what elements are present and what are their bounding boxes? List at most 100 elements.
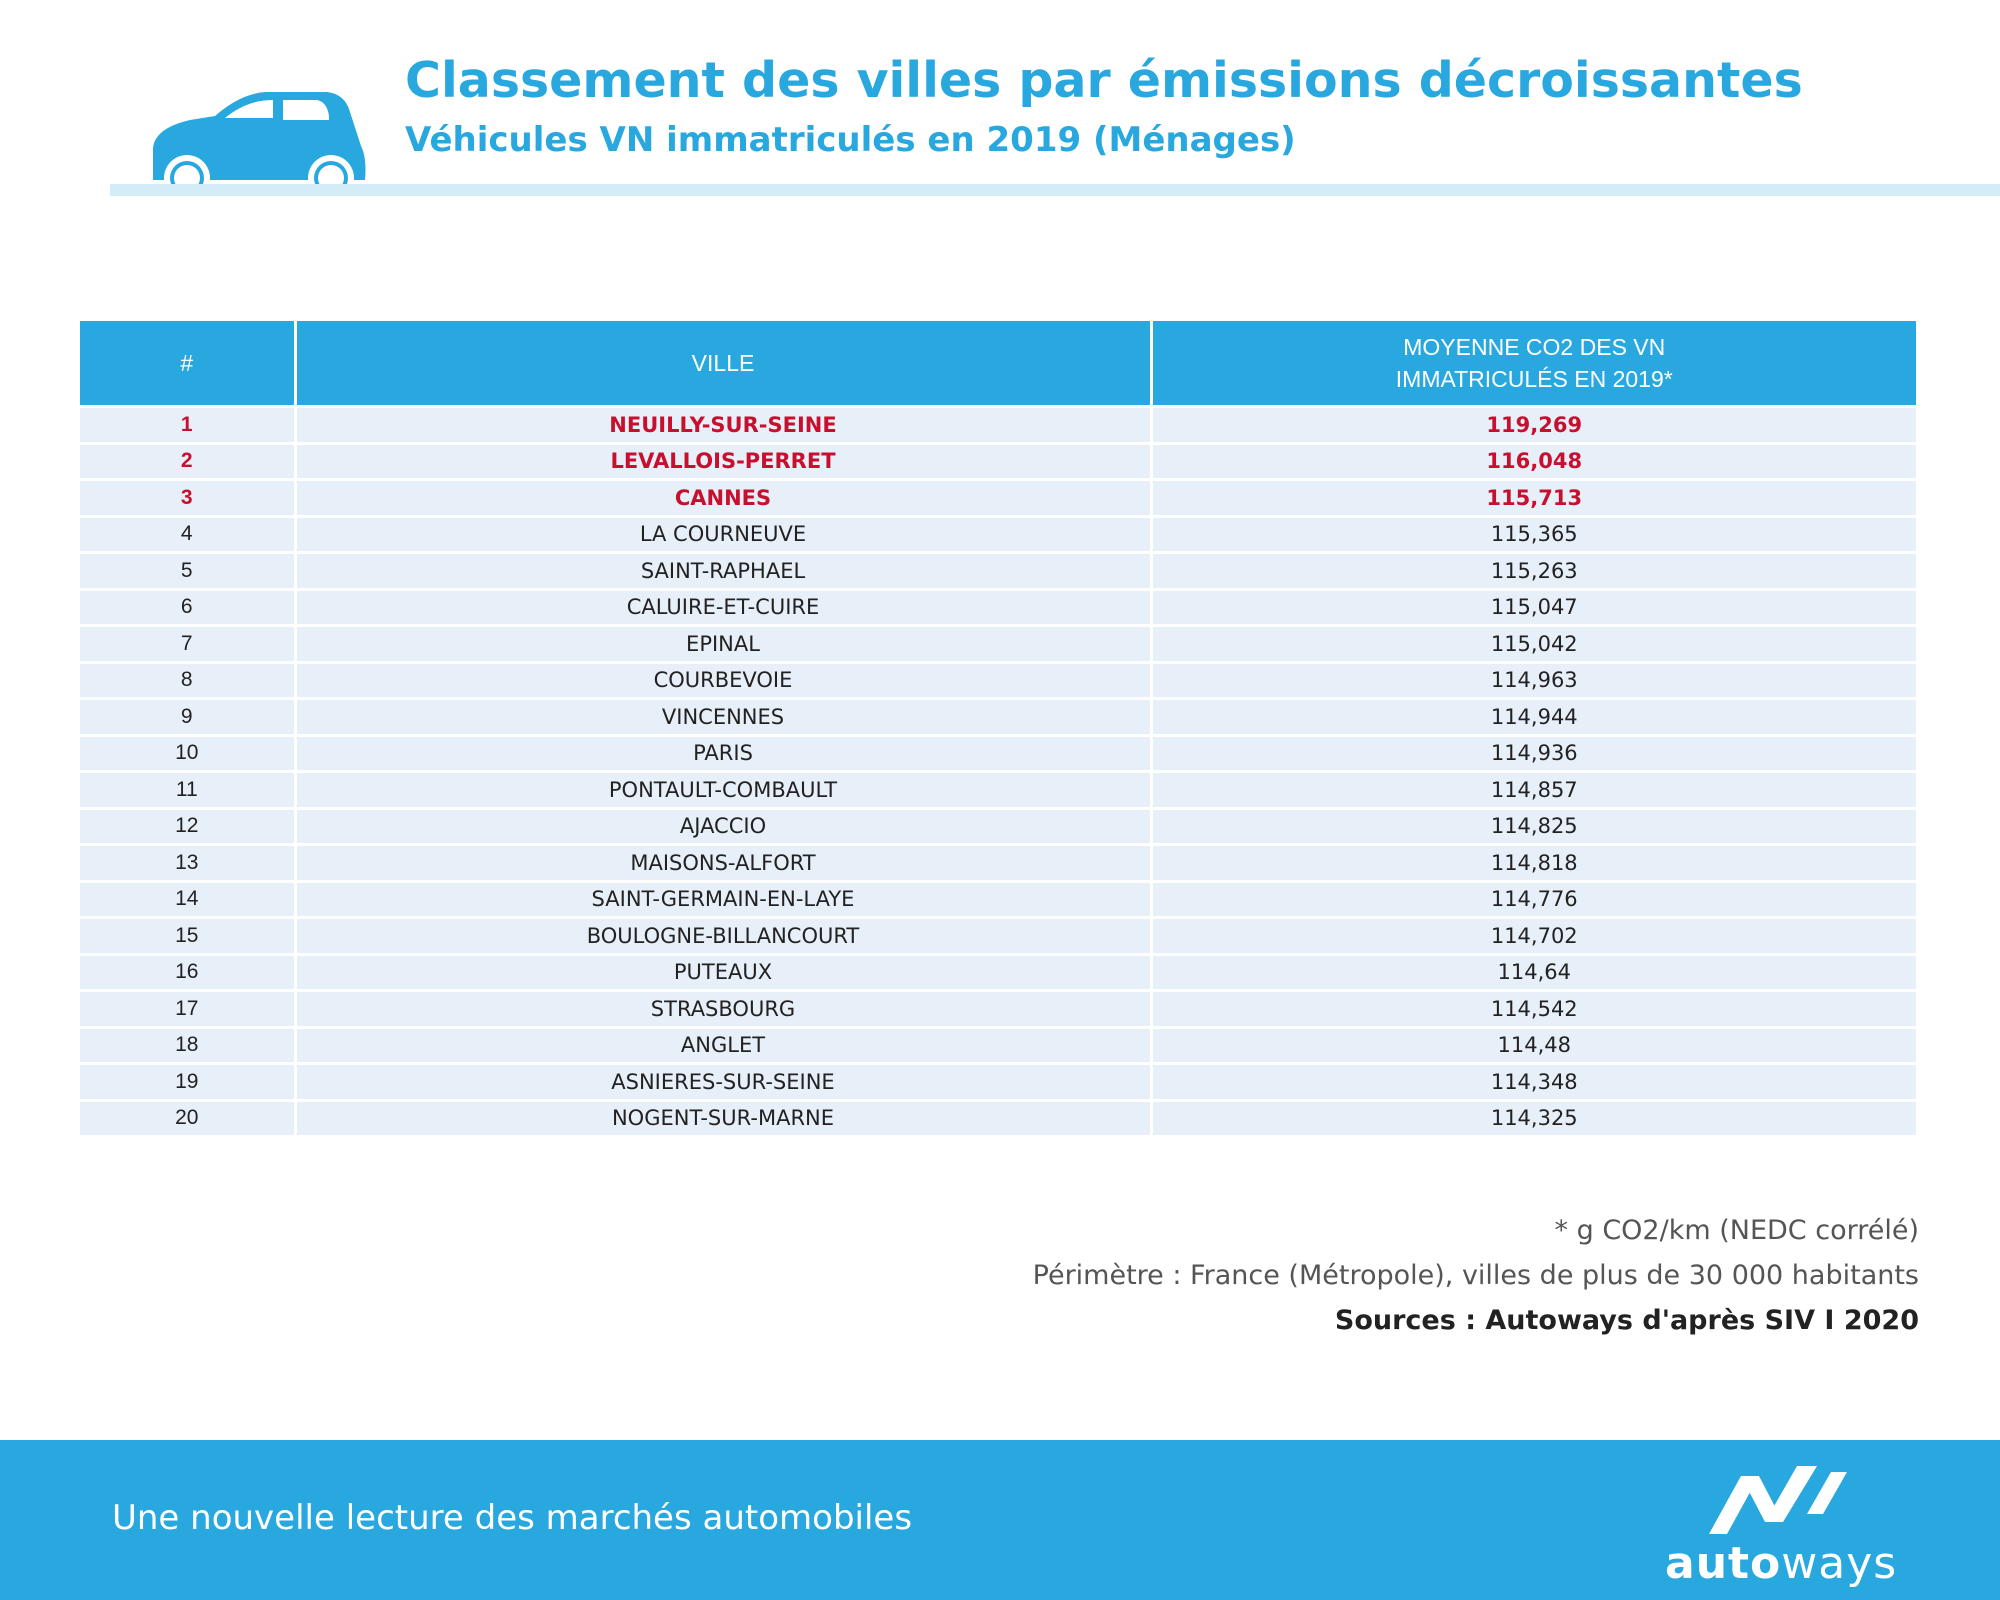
table-body: 1 NEUILLY-SUR-SEINE 119,269 2 LEVALLOIS-PERR… <box>80 405 1916 1135</box>
city-cell: COURBEVOIE <box>295 660 1153 699</box>
table-row: 13 MAISONS-ALFORT 114,818 <box>80 843 1916 881</box>
table-row: 5 SAINT-RAPHAEL 115,263 <box>80 551 1916 589</box>
co2-value-cell: 114,963 <box>1151 660 1916 699</box>
city-cell: LEVALLOIS-PERRET <box>295 441 1153 480</box>
rank-cell: 12 <box>80 806 297 845</box>
co2-value-cell: 114,825 <box>1151 806 1916 845</box>
city-cell: SAINT-RAPHAEL <box>295 551 1153 589</box>
table-row: 9 VINCENNES 114,944 <box>80 697 1916 735</box>
co2-value-cell: 115,713 <box>1151 478 1916 516</box>
rank-cell: 19 <box>80 1062 297 1100</box>
co2-value-cell: 115,047 <box>1151 587 1916 626</box>
co2-value-cell: 119,269 <box>1151 405 1916 443</box>
rank-cell: 18 <box>80 1025 297 1064</box>
autoways-logo: autoways <box>1665 1460 1898 1590</box>
city-cell: ANGLET <box>295 1025 1153 1064</box>
rank-cell: 20 <box>80 1098 297 1135</box>
column-header-rank: # <box>80 321 297 407</box>
rank-cell: 15 <box>80 916 297 954</box>
table-row: 12 AJACCIO 114,825 <box>80 806 1916 845</box>
city-cell: PARIS <box>295 733 1153 772</box>
table-row: 6 CALUIRE-ET-CUIRE 115,047 <box>80 587 1916 626</box>
page-subtitle: Véhicules VN immatriculés en 2019 (Ménag… <box>405 120 1296 160</box>
co2-value-cell: 114,64 <box>1151 952 1916 991</box>
city-cell: MAISONS-ALFORT <box>295 843 1153 881</box>
table-row: 10 PARIS 114,936 <box>80 733 1916 772</box>
table-header-row: # VILLE MOYENNE CO2 DES VN IMMATRICULÉS … <box>80 321 1916 407</box>
co2-value-cell: 116,048 <box>1151 441 1916 480</box>
footer-tagline: Une nouvelle lecture des marchés automob… <box>112 1498 913 1538</box>
table-row: 19 ASNIERES-SUR-SEINE 114,348 <box>80 1062 1916 1100</box>
header-divider <box>110 184 2000 196</box>
table-row: 20 NOGENT-SUR-MARNE 114,325 <box>80 1098 1916 1135</box>
table-row: 1 NEUILLY-SUR-SEINE 119,269 <box>80 405 1916 443</box>
table-row: 15 BOULOGNE-BILLANCOURT 114,702 <box>80 916 1916 954</box>
city-cell: BOULOGNE-BILLANCOURT <box>295 916 1153 954</box>
table-row: 18 ANGLET 114,48 <box>80 1025 1916 1064</box>
city-cell: ASNIERES-SUR-SEINE <box>295 1062 1153 1100</box>
rank-cell: 13 <box>80 843 297 881</box>
rank-cell: 16 <box>80 952 297 991</box>
co2-value-cell: 114,944 <box>1151 697 1916 735</box>
city-cell: NEUILLY-SUR-SEINE <box>295 405 1153 443</box>
city-cell: LA COURNEUVE <box>295 514 1153 553</box>
city-cell: NOGENT-SUR-MARNE <box>295 1098 1153 1135</box>
column-header-co2-line2: IMMATRICULÉS EN 2019* <box>1395 366 1673 392</box>
rank-cell: 2 <box>80 441 297 480</box>
rank-cell: 11 <box>80 770 297 808</box>
rank-cell: 10 <box>80 733 297 772</box>
city-cell: STRASBOURG <box>295 989 1153 1027</box>
header: Classement des villes par émissions décr… <box>0 0 2000 210</box>
co2-value-cell: 114,702 <box>1151 916 1916 954</box>
co2-value-cell: 114,776 <box>1151 879 1916 918</box>
city-cell: AJACCIO <box>295 806 1153 845</box>
table-row: 3 CANNES 115,713 <box>80 478 1916 516</box>
rank-cell: 1 <box>80 405 297 443</box>
brand-wordmark-bold: auto <box>1665 1538 1782 1589</box>
table-row: 8 COURBEVOIE 114,963 <box>80 660 1916 699</box>
ranking-table: # VILLE MOYENNE CO2 DES VN IMMATRICULÉS … <box>80 321 1916 1135</box>
rank-cell: 9 <box>80 697 297 735</box>
column-header-co2-line1: MOYENNE CO2 DES VN <box>1403 334 1666 360</box>
table-row: 17 STRASBOURG 114,542 <box>80 989 1916 1027</box>
co2-value-cell: 115,042 <box>1151 624 1916 662</box>
autoways-logo-icon <box>1709 1466 1847 1534</box>
co2-value-cell: 114,48 <box>1151 1025 1916 1064</box>
rank-cell: 3 <box>80 478 297 516</box>
rank-cell: 5 <box>80 551 297 589</box>
table-row: 4 LA COURNEUVE 115,365 <box>80 514 1916 553</box>
rank-cell: 4 <box>80 514 297 553</box>
co2-value-cell: 114,542 <box>1151 989 1916 1027</box>
co2-value-cell: 114,936 <box>1151 733 1916 772</box>
rank-cell: 17 <box>80 989 297 1027</box>
column-header-co2: MOYENNE CO2 DES VN IMMATRICULÉS EN 2019* <box>1151 321 1916 407</box>
table-row: 14 SAINT-GERMAIN-EN-LAYE 114,776 <box>80 879 1916 918</box>
co2-value-cell: 115,365 <box>1151 514 1916 553</box>
city-cell: PUTEAUX <box>295 952 1153 991</box>
co2-value-cell: 115,263 <box>1151 551 1916 589</box>
rank-cell: 8 <box>80 660 297 699</box>
footer: Une nouvelle lecture des marchés automob… <box>0 1440 2000 1600</box>
table-row: 7 EPINAL 115,042 <box>80 624 1916 662</box>
city-cell: PONTAULT-COMBAULT <box>295 770 1153 808</box>
notes: * g CO2/km (NEDC corrélé) Périmètre : Fr… <box>1033 1208 1919 1343</box>
table-row: 11 PONTAULT-COMBAULT 114,857 <box>80 770 1916 808</box>
co2-value-cell: 114,818 <box>1151 843 1916 881</box>
city-cell: VINCENNES <box>295 697 1153 735</box>
brand-wordmark-light: ways <box>1781 1538 1898 1589</box>
rank-cell: 14 <box>80 879 297 918</box>
co2-value-cell: 114,325 <box>1151 1098 1916 1135</box>
city-cell: EPINAL <box>295 624 1153 662</box>
city-cell: SAINT-GERMAIN-EN-LAYE <box>295 879 1153 918</box>
city-cell: CALUIRE-ET-CUIRE <box>295 587 1153 626</box>
brand-wordmark: autoways <box>1665 1538 1898 1589</box>
co2-value-cell: 114,348 <box>1151 1062 1916 1100</box>
city-cell: CANNES <box>295 478 1153 516</box>
unit-note: * g CO2/km (NEDC corrélé) <box>1554 1215 1919 1246</box>
page-title: Classement des villes par émissions décr… <box>405 52 1803 109</box>
source-note: Sources : Autoways d'après SIV I 2020 <box>1334 1305 1919 1336</box>
table-row: 16 PUTEAUX 114,64 <box>80 952 1916 991</box>
rank-cell: 6 <box>80 587 297 626</box>
column-header-city: VILLE <box>295 321 1153 407</box>
scope-note: Périmètre : France (Métropole), villes d… <box>1032 1260 1919 1291</box>
